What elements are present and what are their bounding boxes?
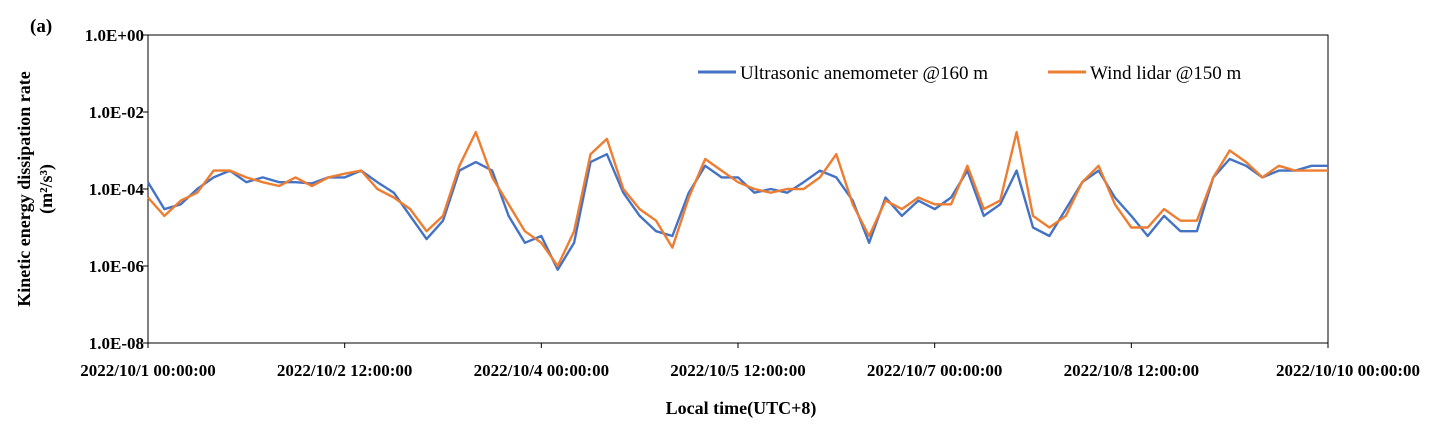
x-tick-label: 2022/10/10 00:00:00 [1276,361,1420,380]
legend: Ultrasonic anemometer @160 m Wind lidar … [698,63,1242,84]
x-tick-label: 2022/10/2 12:00:00 [277,361,413,380]
y-tick-label: 1.0E-06 [89,257,144,276]
series-line-ultrasonic [146,152,1328,271]
panel-label: (a) [30,16,52,37]
y-tick-label: 1.0E-02 [89,103,144,122]
x-axis-title: Local time(UTC+8) [666,398,817,419]
y-tick-label: 1.0E+00 [85,26,144,45]
series-line-lidar [147,130,1328,268]
legend-label-ultrasonic: Ultrasonic anemometer @160 m [740,63,988,84]
x-tick-label: 2022/10/5 12:00:00 [670,361,806,380]
x-axis: 2022/10/1 00:00:00 2022/10/2 12:00:00 2022… [80,343,1420,380]
x-tick-label: 2022/10/4 00:00:00 [474,361,610,380]
y-axis-title-group: Kinetic energy dissipation rate (m²/s³) [14,71,57,306]
y-axis-title: Kinetic energy dissipation rate [14,71,34,306]
legend-label-lidar: Wind lidar @150 m [1090,63,1242,84]
y-axis: 1.0E+00 1.0E-02 1.0E-04 1.0E-06 1.0E-08 [85,26,148,353]
x-tick-label: 2022/10/1 00:00:00 [80,361,216,380]
y-tick-label: 1.0E-04 [89,180,145,199]
x-tick-label: 2022/10/8 12:00:00 [1064,361,1200,380]
y-axis-unit: (m²/s³) [36,164,57,214]
y-tick-label: 1.0E-08 [89,334,144,353]
series-layer [146,130,1328,271]
x-tick-label: 2022/10/7 00:00:00 [867,361,1003,380]
